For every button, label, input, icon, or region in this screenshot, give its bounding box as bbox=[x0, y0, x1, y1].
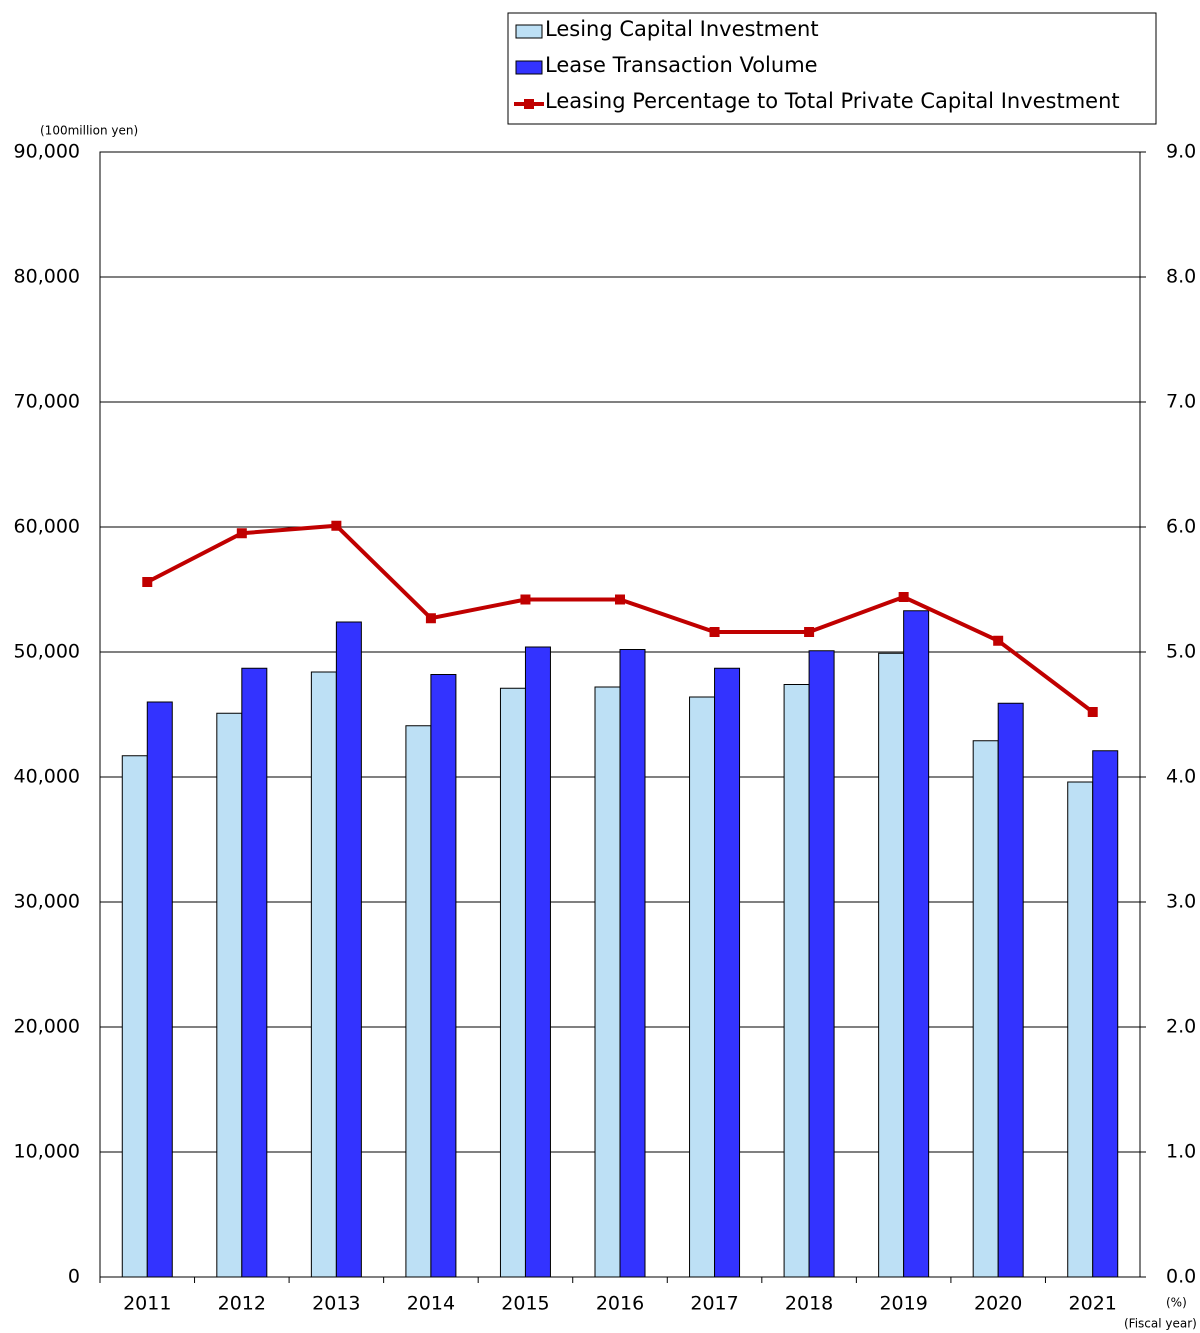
legend-label: Lesing Capital Investment bbox=[545, 17, 819, 41]
legend-frame bbox=[507, 12, 1157, 125]
y2-axis-label: (%) bbox=[1166, 1296, 1187, 1310]
y2-tick-label: 5.0 bbox=[1166, 641, 1196, 663]
plot-frame bbox=[99, 151, 1141, 1278]
x-tick-label: 2016 bbox=[596, 1293, 644, 1315]
legend-swatch bbox=[515, 60, 543, 75]
line-marker bbox=[236, 528, 247, 539]
bar bbox=[878, 652, 905, 1278]
y2-tick-label: 6.0 bbox=[1166, 516, 1196, 538]
line-marker bbox=[709, 627, 720, 637]
line-marker bbox=[1087, 707, 1098, 717]
y-tick-label: 40,000 bbox=[14, 766, 80, 788]
x-tick-label: 2015 bbox=[501, 1293, 549, 1315]
line-marker bbox=[804, 627, 815, 637]
bar bbox=[121, 755, 148, 1278]
line-marker bbox=[331, 520, 342, 531]
y-axis-label: (100million yen) bbox=[40, 124, 138, 138]
y2-tick-label: 7.0 bbox=[1166, 391, 1196, 413]
y-tick-label: 50,000 bbox=[14, 641, 80, 663]
bar bbox=[689, 696, 716, 1278]
line-marker bbox=[898, 592, 909, 602]
y2-tick-label: 0.0 bbox=[1166, 1266, 1196, 1288]
line-marker bbox=[993, 635, 1004, 646]
y2-tick-label: 1.0 bbox=[1166, 1141, 1196, 1163]
y-tick-label: 10,000 bbox=[14, 1141, 80, 1163]
x-tick-label: 2011 bbox=[123, 1293, 171, 1315]
bar bbox=[430, 674, 457, 1278]
legend: Lesing Capital Investment Lease Transacti… bbox=[507, 12, 1157, 125]
bar bbox=[619, 649, 646, 1278]
x-tick-label: 2020 bbox=[974, 1293, 1022, 1315]
y-tick-label: 60,000 bbox=[14, 516, 80, 538]
x-tick-label: 2013 bbox=[312, 1293, 360, 1315]
bar bbox=[903, 610, 930, 1278]
y2-tick-label: 2.0 bbox=[1166, 1016, 1196, 1038]
bar bbox=[310, 671, 337, 1278]
y2-tick-label: 8.0 bbox=[1166, 266, 1196, 288]
x-tick-label: 2021 bbox=[1069, 1293, 1117, 1315]
bar bbox=[594, 686, 621, 1278]
line-marker bbox=[520, 594, 531, 605]
bar bbox=[714, 667, 741, 1278]
bar bbox=[146, 701, 173, 1278]
x-tick-label: 2018 bbox=[785, 1293, 833, 1315]
bar bbox=[783, 684, 810, 1278]
bar bbox=[808, 650, 835, 1278]
y-tick-label: 80,000 bbox=[14, 266, 80, 288]
x-tick-label: 2017 bbox=[690, 1293, 738, 1315]
x-tick-label: 2014 bbox=[407, 1293, 455, 1315]
legend-label: Lease Transaction Volume bbox=[545, 53, 818, 77]
bar bbox=[997, 702, 1024, 1278]
bar bbox=[1067, 781, 1094, 1278]
x-tick-label: 2012 bbox=[218, 1293, 266, 1315]
y2-tick-label: 9.0 bbox=[1166, 141, 1196, 163]
line-marker bbox=[615, 594, 625, 605]
bar bbox=[216, 712, 243, 1278]
legend-swatch bbox=[515, 24, 543, 39]
bar bbox=[1092, 750, 1119, 1278]
y2-tick-label: 3.0 bbox=[1166, 891, 1196, 913]
line-marker bbox=[425, 613, 436, 624]
legend-label: Leasing Percentage to Total Private Capi… bbox=[545, 89, 1120, 113]
bar bbox=[405, 725, 432, 1278]
line-marker bbox=[142, 577, 153, 587]
y-tick-label: 90,000 bbox=[14, 141, 80, 163]
y-tick-label: 0 bbox=[68, 1266, 80, 1288]
bar bbox=[972, 740, 999, 1278]
bar bbox=[499, 687, 526, 1278]
y-tick-label: 20,000 bbox=[14, 1016, 80, 1038]
bar bbox=[335, 621, 362, 1278]
y-tick-label: 30,000 bbox=[14, 891, 80, 913]
bar bbox=[524, 646, 551, 1278]
x-axis-label: (Fiscal year) bbox=[1124, 1317, 1197, 1331]
legend-swatch-marker bbox=[524, 99, 534, 109]
x-tick-label: 2019 bbox=[879, 1293, 927, 1315]
y2-tick-label: 4.0 bbox=[1166, 766, 1196, 788]
y-tick-label: 70,000 bbox=[14, 391, 80, 413]
bar bbox=[241, 667, 268, 1278]
